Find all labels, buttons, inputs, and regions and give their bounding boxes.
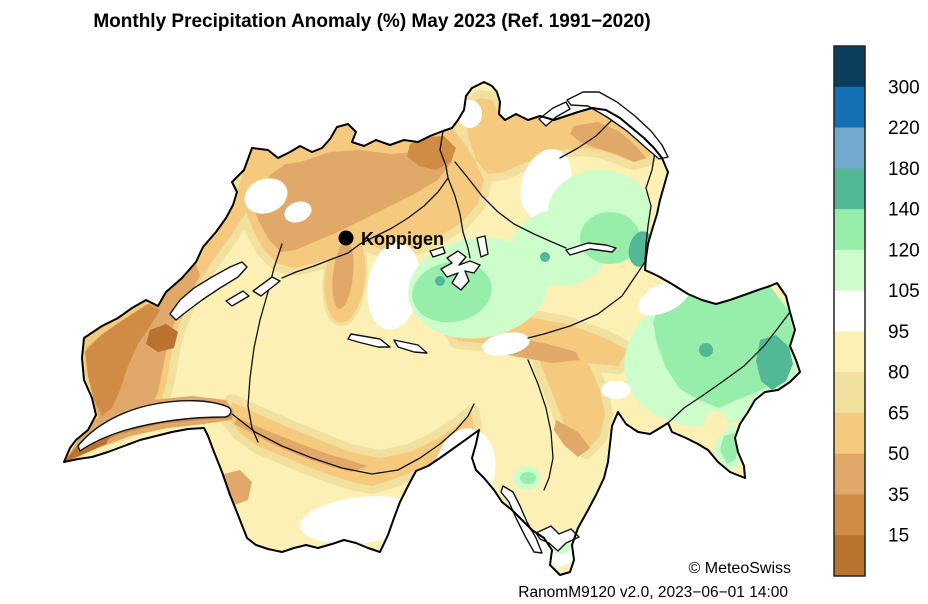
lake-zug <box>476 235 489 258</box>
lake-biel <box>252 276 281 297</box>
fill-white-patch <box>482 332 530 356</box>
colorbar: 300 220 180 140 120 105 95 80 65 50 35 15 <box>833 45 920 577</box>
fill-brown-jura <box>146 324 178 352</box>
colorbar-segment <box>834 46 865 88</box>
colorbar-segment <box>834 372 865 414</box>
fill-green-graubuenden <box>653 286 794 408</box>
colorbar-segment <box>834 331 865 373</box>
lake-sempach <box>429 246 446 258</box>
colorbar-segment <box>834 209 865 251</box>
colorbar-segment <box>834 453 865 495</box>
fill-white-patch <box>367 242 421 330</box>
colorbar-tick-label: 80 <box>888 363 909 384</box>
lake-thun <box>347 333 391 348</box>
fill-teal-spot <box>699 343 713 357</box>
lake-untersee <box>538 101 571 127</box>
fill-teal-spot <box>435 276 445 286</box>
station-label: Koppigen <box>361 229 444 249</box>
colorbar-tick-label: 140 <box>888 200 920 221</box>
fill-white-patch <box>418 110 446 130</box>
fill-white-patch <box>601 381 631 399</box>
lake-lucerne <box>440 250 481 291</box>
fill-camel-rhone <box>234 418 368 472</box>
fill-palegreen-schaffhausen <box>498 88 526 110</box>
colorbar-tick-label: 35 <box>888 485 909 506</box>
colorbar-tick-label: 15 <box>888 526 909 547</box>
lake-murten <box>225 290 250 307</box>
fill-teal-engadine <box>756 335 793 390</box>
fill-camel-emmental <box>332 241 354 309</box>
colorbar-segment <box>834 494 865 536</box>
switzerland-border <box>63 81 801 576</box>
colorbar-tick-label: 95 <box>888 322 909 343</box>
colorbar-tick-label: 180 <box>888 159 920 180</box>
station-marker: Koppigen <box>338 229 444 249</box>
fill-green-ticino-spot <box>520 472 536 484</box>
fill-yellow-spot <box>704 411 728 437</box>
colorbar-segments <box>834 46 865 577</box>
page-title: Monthly Precipitation Anomaly (%) May 20… <box>93 11 650 32</box>
colorbar-tick-label: 50 <box>888 444 909 465</box>
colorbar-segment <box>834 412 865 455</box>
colorbar-segment <box>834 290 865 332</box>
anomaly-field <box>64 82 800 575</box>
fill-white-chur <box>637 280 691 316</box>
fill-camel-stgallen <box>570 122 646 162</box>
colorbar-tick-label: 220 <box>888 118 920 139</box>
colorbar-segment <box>834 535 865 577</box>
colorbar-segment <box>834 168 865 210</box>
fill-teal-spot <box>540 252 550 262</box>
colorbar-tick-labels: 300 220 180 140 120 105 95 80 65 50 35 15 <box>888 77 920 546</box>
colorbar-tick-label: 120 <box>888 240 920 261</box>
colorbar-frame <box>833 45 866 577</box>
fill-green-lucerne <box>412 261 492 323</box>
lakes <box>77 91 669 554</box>
lake-zurich <box>565 242 617 256</box>
lake-neuchatel <box>169 261 248 321</box>
colorbar-segment <box>834 127 865 169</box>
fill-green-toggenburg <box>580 212 640 264</box>
switzerland-map <box>63 81 801 576</box>
lake-brienz <box>393 339 428 354</box>
lake-geneva <box>77 399 232 452</box>
fill-camel-north <box>253 148 452 252</box>
station-dot-icon <box>338 230 354 246</box>
colorbar-tick-label: 300 <box>888 77 920 98</box>
colorbar-tick-label: 65 <box>888 403 909 424</box>
fill-tan-ticino <box>536 338 605 451</box>
fill-green-poschiavo <box>720 433 739 464</box>
colorbar-segment <box>834 249 865 292</box>
colorbar-tick-label: 105 <box>888 281 920 302</box>
rivers <box>231 119 791 491</box>
version-text: RanomM9120 v2.0, 2023−06−01 14:00 <box>518 584 788 601</box>
fill-white-patch <box>284 201 312 223</box>
fill-white-patch <box>244 178 288 214</box>
copyright-text: © MeteoSwiss <box>689 560 791 577</box>
lake-lugano <box>535 525 580 552</box>
fill-tan-rhone <box>228 402 476 486</box>
fill-camel-ticino <box>554 420 590 457</box>
lake-constance <box>566 91 669 160</box>
colorbar-segment <box>834 86 865 129</box>
fill-orange-jura <box>85 304 160 416</box>
